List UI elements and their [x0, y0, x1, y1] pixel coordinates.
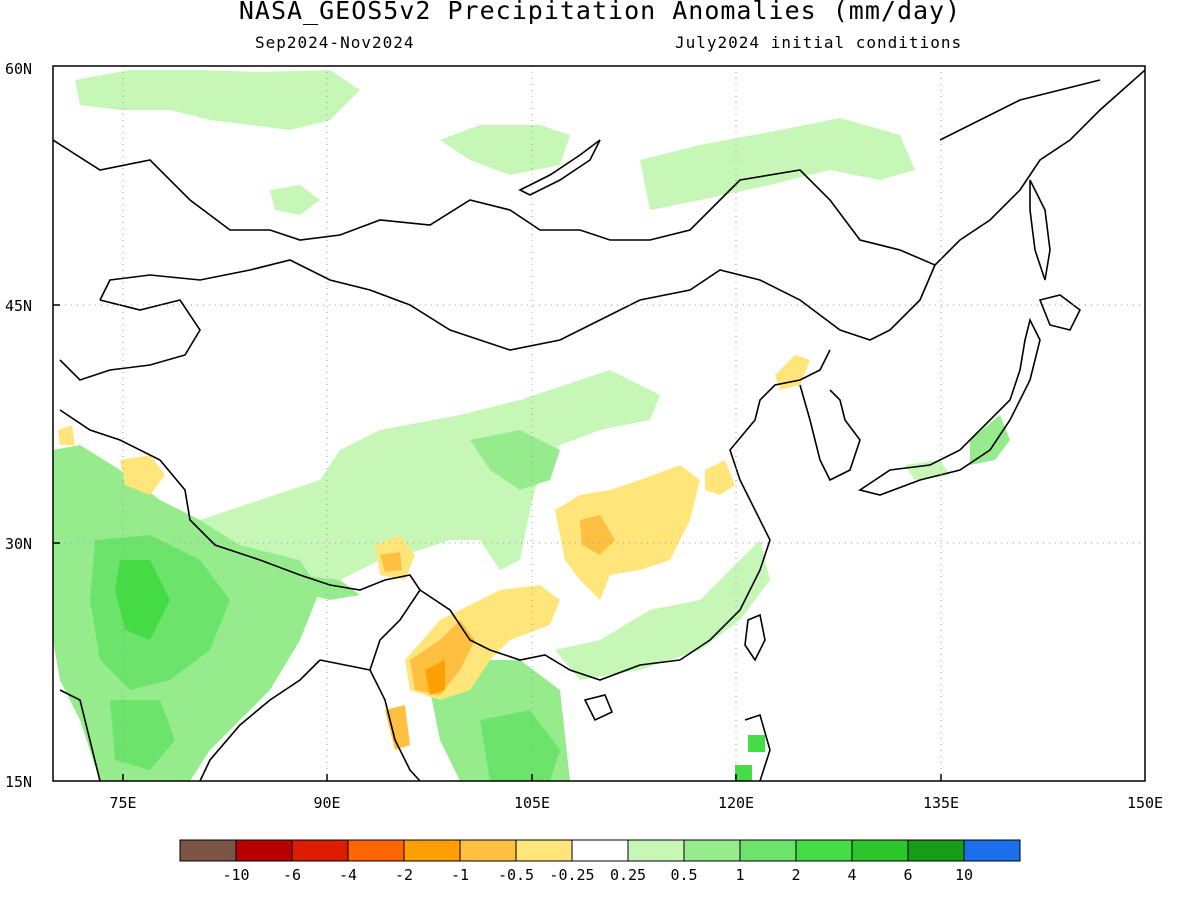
wet-anomaly-siberia-west: [75, 70, 360, 130]
china-north-border: [53, 139, 937, 351]
colorbar-swatch: [291, 839, 349, 862]
anomaly-field: [53, 70, 1010, 781]
colorbar-swatch: [179, 839, 237, 862]
ytick-60n: 60N: [5, 60, 32, 78]
taiwan: [744, 613, 766, 662]
japan-honshu: [858, 317, 1041, 496]
colorbar-swatch: [683, 839, 741, 862]
xtick-105e: 105E: [514, 794, 550, 812]
colorbar-swatch: [459, 839, 517, 862]
india-north-border: [59, 409, 421, 671]
colorbar-swatch: [739, 839, 797, 862]
wet-anomaly-philippines: [735, 765, 752, 781]
dry-anomaly-yunnan-strong: [425, 660, 445, 695]
korea-coast: [799, 384, 861, 482]
colorbar-swatch: [403, 839, 461, 862]
colorbar-label: -0.25: [549, 866, 594, 884]
myanmar-coast: [369, 669, 421, 781]
wet-anomaly-india-south: [110, 700, 175, 770]
dry-anomaly-central-china-core: [580, 515, 615, 555]
map-title: NASA_GEOS5v2 Precipitation Anomalies (mm…: [238, 0, 962, 25]
colorbar-label: 10: [955, 866, 973, 884]
colorbar-swatch: [571, 839, 629, 862]
dry-anomaly-korea-north: [775, 355, 810, 390]
ytick-15n: 15N: [5, 773, 32, 791]
xtick-75e: 75E: [109, 794, 136, 812]
colorbar-label: 0.5: [670, 866, 697, 884]
colorbar-swatch: [235, 839, 293, 862]
colorbar-swatch: [851, 839, 909, 862]
wet-anomaly-north: [270, 185, 320, 215]
wet-anomaly-korea: [905, 460, 950, 480]
colorbar-label: -10: [222, 866, 249, 884]
dry-anomaly-assam-core: [380, 552, 402, 572]
wet-anomaly-tibet-mid: [470, 430, 560, 490]
indochina-border: [419, 589, 681, 681]
xtick-135e: 135E: [923, 794, 959, 812]
map-frame: [52, 65, 1146, 782]
dry-anomaly-afghan: [58, 425, 75, 445]
wet-anomaly-taiwan: [748, 735, 765, 752]
colorbar-label: 6: [903, 866, 912, 884]
colorbar-swatch: [347, 839, 405, 862]
dry-anomaly-central-china: [555, 465, 700, 600]
sakhalin: [1029, 179, 1051, 281]
colorbar-swatch: [907, 839, 965, 862]
colorbar-swatch: [515, 839, 573, 862]
wet-anomaly-siberia-east: [640, 118, 915, 210]
colorbar-label: -2: [395, 866, 413, 884]
colorbar-label: -0.5: [498, 866, 534, 884]
colorbar-label: 0.25: [610, 866, 646, 884]
xtick-120e: 120E: [718, 794, 754, 812]
tick-marks: [53, 304, 942, 781]
map-subtitle-period: Sep2024-Nov2024: [255, 33, 415, 52]
colorbar-label: -6: [283, 866, 301, 884]
wet-anomaly-japan: [970, 415, 1010, 465]
colorbar-label: 2: [791, 866, 800, 884]
map-subtitle-init: July2024 initial conditions: [675, 33, 963, 52]
russia-east-coast: [934, 69, 1145, 266]
china-east-coast: [679, 349, 831, 661]
kamchatka-coast: [939, 79, 1101, 141]
hainan: [583, 694, 614, 722]
kazakh-border: [59, 299, 201, 381]
colorbar-label: 1: [735, 866, 744, 884]
coastlines: [53, 69, 1145, 781]
gridlines: [53, 66, 1145, 781]
japan-hokkaido: [1038, 294, 1082, 331]
philippines-luzon: [744, 713, 771, 781]
wet-anomaly-india-heavy: [115, 560, 170, 640]
colorbar-swatch: [963, 839, 1021, 862]
colorbar-swatch: [627, 839, 685, 862]
wet-anomaly-himalaya: [195, 540, 360, 600]
wet-anomaly-south-china: [555, 540, 770, 680]
xtick-150e: 150E: [1127, 794, 1163, 812]
wet-anomaly-indochina-core: [480, 710, 560, 781]
wet-anomaly-tibet: [200, 370, 660, 590]
colorbar: -10 -6 -4 -2 -1 -0.5 -0.25 0.25 0.5 1 2 4 6 10: [179, 839, 1021, 884]
colorbar-label: -1: [451, 866, 469, 884]
ytick-30n: 30N: [5, 535, 32, 553]
colorbar-label: -4: [339, 866, 357, 884]
colorbar-swatch: [795, 839, 853, 862]
xtick-90e: 90E: [313, 794, 340, 812]
dry-anomaly-kashmir: [120, 455, 165, 495]
colorbar-label: 4: [847, 866, 856, 884]
lake-baikal: [518, 139, 601, 196]
dry-anomaly-burma: [385, 705, 410, 750]
ytick-45n: 45N: [5, 297, 32, 315]
wet-anomaly-siberia-mid: [440, 125, 570, 175]
dry-anomaly-east-china: [705, 460, 735, 495]
india-coast: [59, 659, 321, 781]
